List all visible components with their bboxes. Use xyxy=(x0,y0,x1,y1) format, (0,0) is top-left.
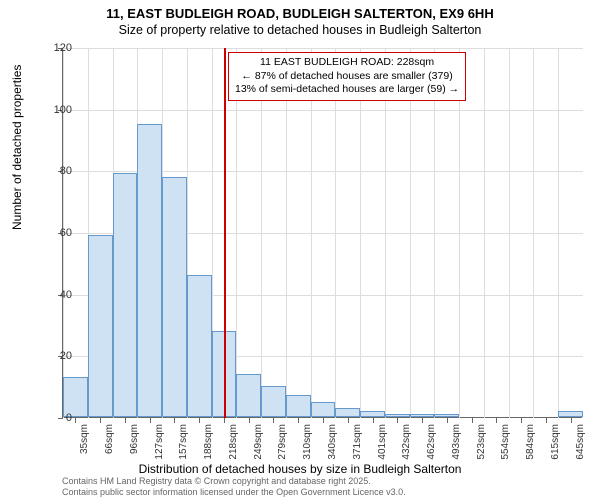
gridline-v xyxy=(459,48,460,418)
xtick-mark xyxy=(546,418,547,423)
gridline-h xyxy=(63,48,583,49)
histogram-bar xyxy=(311,402,336,417)
gridline-v xyxy=(286,48,287,418)
histogram-bar xyxy=(261,386,286,417)
xtick-mark xyxy=(447,418,448,423)
gridline-v xyxy=(311,48,312,418)
title-main: 11, EAST BUDLEIGH ROAD, BUDLEIGH SALTERT… xyxy=(0,0,600,21)
annotation-line1: 11 EAST BUDLEIGH ROAD: 228sqm xyxy=(235,56,459,70)
y-axis-label: Number of detached properties xyxy=(10,65,24,230)
annotation-line3: 13% of semi-detached houses are larger (… xyxy=(235,83,459,97)
gridline-v xyxy=(236,48,237,418)
histogram-bar xyxy=(137,124,162,417)
xtick-mark xyxy=(100,418,101,423)
histogram-bar xyxy=(187,275,212,417)
ytick-label: 60 xyxy=(42,227,72,239)
xtick-mark xyxy=(150,418,151,423)
gridline-v xyxy=(509,48,510,418)
histogram-bar xyxy=(385,414,410,417)
histogram-bar xyxy=(360,411,385,417)
ytick-label: 0 xyxy=(42,412,72,424)
histogram-bar xyxy=(162,177,187,418)
histogram-bar xyxy=(286,395,311,417)
histogram-bar xyxy=(88,235,113,417)
histogram-bar xyxy=(335,408,360,417)
xtick-mark xyxy=(174,418,175,423)
xtick-mark xyxy=(75,418,76,423)
annotation-line2: ← 87% of detached houses are smaller (37… xyxy=(235,70,459,84)
attribution: Contains HM Land Registry data © Crown c… xyxy=(62,476,406,498)
gridline-v xyxy=(434,48,435,418)
x-axis-label: Distribution of detached houses by size … xyxy=(0,462,600,476)
xtick-mark xyxy=(496,418,497,423)
reference-line xyxy=(224,48,226,418)
xtick-mark xyxy=(298,418,299,423)
attribution-line2: Contains public sector information licen… xyxy=(62,487,406,498)
xtick-mark xyxy=(323,418,324,423)
histogram-bar xyxy=(236,374,261,417)
histogram-bar xyxy=(434,414,459,417)
attribution-line1: Contains HM Land Registry data © Crown c… xyxy=(62,476,406,487)
title-sub: Size of property relative to detached ho… xyxy=(0,21,600,37)
gridline-v xyxy=(533,48,534,418)
chart-area: 35sqm66sqm96sqm127sqm157sqm188sqm218sqm2… xyxy=(62,48,582,418)
histogram-bar xyxy=(410,414,435,417)
gridline-v xyxy=(410,48,411,418)
gridline-v xyxy=(335,48,336,418)
ytick-label: 20 xyxy=(42,350,72,362)
xtick-mark xyxy=(397,418,398,423)
plot-region: 35sqm66sqm96sqm127sqm157sqm188sqm218sqm2… xyxy=(62,48,582,418)
xtick-mark xyxy=(571,418,572,423)
xtick-mark xyxy=(521,418,522,423)
ytick-label: 120 xyxy=(42,42,72,54)
ytick-label: 40 xyxy=(42,289,72,301)
xtick-mark xyxy=(224,418,225,423)
gridline-v xyxy=(360,48,361,418)
xtick-mark xyxy=(348,418,349,423)
gridline-v xyxy=(261,48,262,418)
ytick-label: 100 xyxy=(42,104,72,116)
xtick-mark xyxy=(199,418,200,423)
xtick-mark xyxy=(373,418,374,423)
ytick-label: 80 xyxy=(42,165,72,177)
gridline-v xyxy=(558,48,559,418)
xtick-mark xyxy=(249,418,250,423)
histogram-bar xyxy=(558,411,583,417)
gridline-v xyxy=(385,48,386,418)
gridline-h xyxy=(63,110,583,111)
annotation-box: 11 EAST BUDLEIGH ROAD: 228sqm ← 87% of d… xyxy=(228,52,466,101)
histogram-bar xyxy=(113,173,138,417)
gridline-v xyxy=(484,48,485,418)
histogram-bar xyxy=(63,377,88,417)
xtick-mark xyxy=(422,418,423,423)
chart-container: 11, EAST BUDLEIGH ROAD, BUDLEIGH SALTERT… xyxy=(0,0,600,500)
xtick-mark xyxy=(472,418,473,423)
xtick-mark xyxy=(125,418,126,423)
xtick-mark xyxy=(273,418,274,423)
